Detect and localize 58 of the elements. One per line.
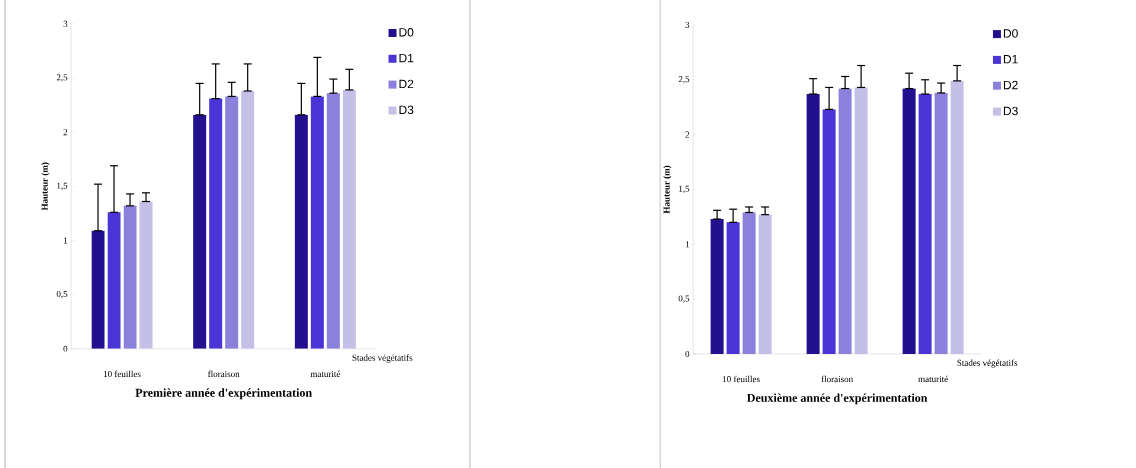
y-tick-label: 1,5 [57, 182, 68, 190]
bar [193, 114, 207, 349]
bar [139, 201, 153, 349]
legend-label: D1 [1003, 55, 1018, 64]
x-tick-label: floraison [207, 370, 240, 378]
y-tick-label: 2 [63, 129, 68, 136]
bar [934, 92, 948, 354]
text: Première année d'expérimentation [135, 388, 312, 400]
bar [310, 96, 324, 349]
bar [918, 94, 932, 354]
bar [123, 205, 137, 349]
bar [902, 88, 916, 354]
y-tick-label: 2,5 [56, 74, 68, 82]
y-tick-label: 2,5 [678, 76, 690, 84]
bar [838, 88, 852, 354]
y-tick-label: 3 [685, 21, 690, 28]
legend-label: D3 [1003, 106, 1018, 116]
x-tick-label: maturité [310, 370, 341, 377]
legend-label: D2 [399, 79, 414, 89]
bar [225, 96, 239, 349]
bar [950, 80, 964, 354]
x-tick-label: 10 feuilles [723, 375, 760, 383]
bar [342, 89, 356, 349]
bar [107, 212, 121, 349]
bar [822, 109, 836, 354]
y-tick-label: 3 [63, 20, 68, 27]
y-tick-label: 1 [63, 237, 68, 244]
x-axis-title: Stades végétatifs [957, 359, 1018, 368]
legend-label: D0 [1003, 29, 1018, 38]
bar [854, 87, 868, 354]
y-tick-label: 0,5 [56, 290, 68, 299]
legend-label: D0 [399, 28, 414, 37]
y-tick-label: 2 [685, 131, 690, 138]
y-tick-label: 0,5 [678, 295, 690, 303]
bar [726, 222, 740, 354]
y-axis-title: Hauteur (m) [41, 162, 50, 211]
y-axis-title: Hauteur (m) [663, 165, 672, 214]
bar [241, 90, 255, 349]
bar [326, 93, 340, 349]
text: Deuxième année d'expérimentation [747, 393, 928, 405]
y-tick-label: 1,5 [679, 185, 690, 194]
legend-label: D2 [1003, 80, 1018, 90]
bar [710, 219, 724, 354]
legend-label: D1 [399, 53, 414, 63]
bar [209, 98, 223, 349]
y-tick-label: 1 [685, 241, 690, 248]
y-tick-label: 0 [63, 345, 68, 352]
x-tick-label: 10 feuilles [103, 370, 141, 378]
bar [91, 230, 105, 349]
bar [758, 214, 772, 354]
y-tick-label: 0 [685, 350, 690, 357]
bar [294, 114, 308, 349]
bar [806, 94, 820, 354]
x-tick-label: floraison [821, 375, 853, 383]
bar [742, 212, 756, 354]
legend-label: D3 [399, 105, 414, 115]
x-tick-label: maturité [918, 375, 948, 383]
x-axis-title: Stades végétatifs [352, 354, 413, 363]
